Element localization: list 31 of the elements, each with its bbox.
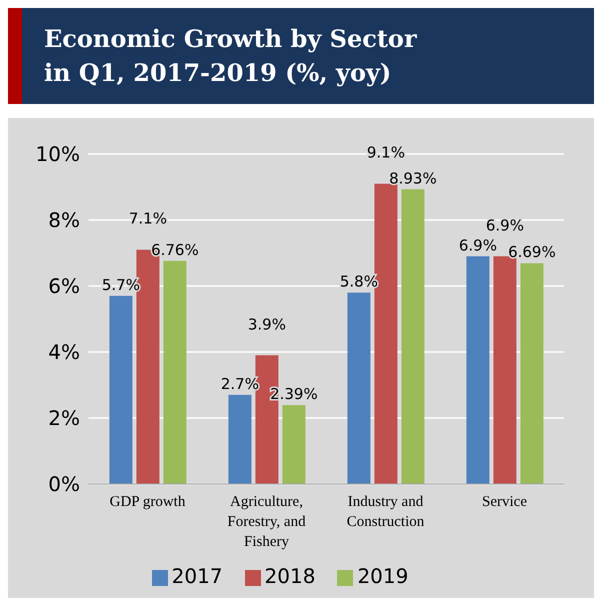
legend-label: 2017 — [172, 564, 223, 588]
x-tick-label: Service — [482, 494, 528, 510]
bar — [163, 260, 186, 484]
chart-title: Economic Growth by Sector in Q1, 2017-2019 (%, yoy) — [44, 23, 417, 89]
bar — [466, 256, 490, 484]
legend-label: 2018 — [264, 564, 316, 588]
bar — [401, 189, 424, 484]
data-label: 8.93% — [389, 169, 437, 188]
data-label: 6.69% — [508, 243, 556, 262]
data-label: 6.9% — [458, 236, 497, 254]
bar — [347, 292, 370, 484]
x-tick-label: GDP growth — [110, 494, 186, 510]
y-tick-label: 8% — [48, 208, 80, 232]
y-tick-label: 10% — [36, 142, 80, 166]
x-tick-label: Agriculture, Forestry, and Fishery — [227, 494, 306, 550]
bar — [493, 256, 516, 484]
x-tick-label: Industry and Construction — [346, 494, 425, 530]
legend-label: 2019 — [357, 564, 408, 588]
y-tick-label: 4% — [48, 340, 80, 364]
bar — [520, 263, 544, 484]
data-label: 6.9% — [486, 216, 524, 234]
data-label: 3.9% — [248, 315, 286, 334]
bar — [228, 394, 252, 484]
bar — [109, 296, 132, 484]
bar — [282, 405, 306, 484]
y-tick-label: 0% — [48, 472, 80, 496]
y-tick-label: 6% — [48, 274, 80, 298]
data-label: 7.1% — [128, 210, 167, 228]
data-label: 9.1% — [366, 144, 405, 162]
data-label: 6.76% — [151, 240, 199, 259]
y-tick-label: 2% — [48, 406, 80, 430]
